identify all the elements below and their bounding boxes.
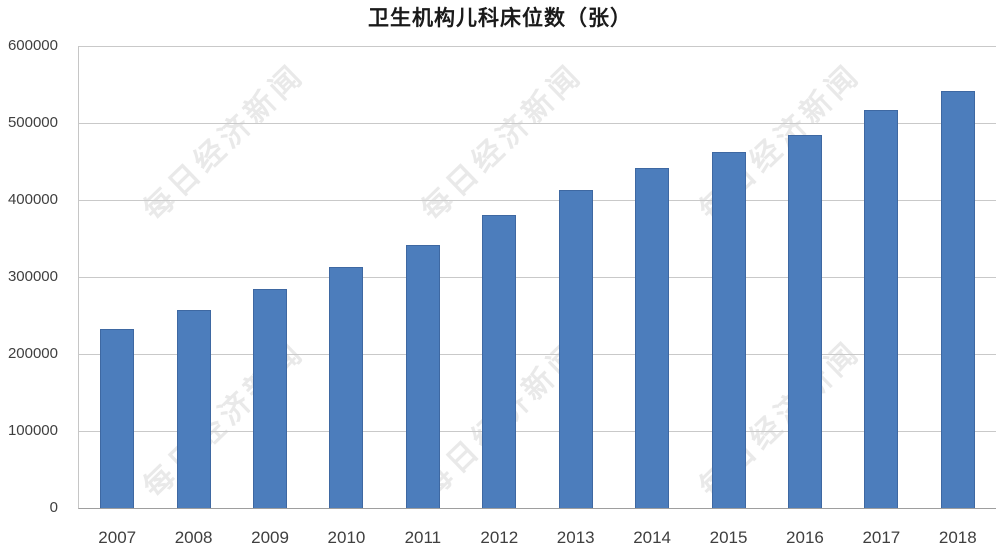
bar-2011 (405, 245, 440, 508)
x-axis-label: 2010 (327, 528, 366, 547)
y-axis-label: 400000 (7, 191, 58, 208)
gridline (79, 353, 996, 355)
x-axis-label: 2015 (709, 528, 748, 547)
x-axis-label: 2018 (938, 528, 977, 547)
bar-2010 (329, 267, 364, 508)
y-axis-label: 0 (49, 499, 58, 516)
y-axis-label: 100000 (7, 422, 58, 439)
bar-2007 (100, 328, 135, 508)
bar-2008 (176, 310, 211, 508)
x-axis-label: 2009 (251, 528, 289, 547)
chart-title: 卫生机构儿科床位数（张） (368, 6, 632, 30)
gridline (79, 430, 996, 432)
x-axis-label: 2012 (480, 528, 519, 547)
bar-2014 (635, 168, 670, 508)
y-axis-label: 500000 (7, 114, 58, 131)
x-axis-label: 2014 (633, 528, 672, 547)
x-axis-label: 2013 (556, 528, 595, 547)
plot-area: 2007 2008 2009 2010 2011 2012 2013 2014 2015 2016… (78, 45, 996, 547)
gridline (79, 122, 996, 124)
gridline (79, 45, 996, 47)
y-axis-label: 600000 (7, 37, 58, 54)
x-axis-label: 2008 (174, 528, 213, 547)
bar-2012 (482, 214, 517, 508)
bar-2017 (864, 109, 899, 508)
x-axis-label: 2017 (862, 528, 901, 547)
x-axis-label: 2011 (404, 528, 442, 547)
gridline (79, 199, 996, 201)
y-axis-label: 200000 (7, 345, 58, 362)
bar-2015 (711, 151, 746, 508)
bar-2013 (558, 190, 593, 508)
bar-2016 (787, 135, 822, 508)
y-axis-label: 300000 (7, 268, 58, 285)
bar-2018 (940, 90, 975, 508)
x-axis-label: 2007 (98, 528, 137, 547)
x-axis-label: 2016 (786, 528, 824, 547)
bar-2009 (253, 289, 288, 508)
gridline (79, 276, 996, 278)
